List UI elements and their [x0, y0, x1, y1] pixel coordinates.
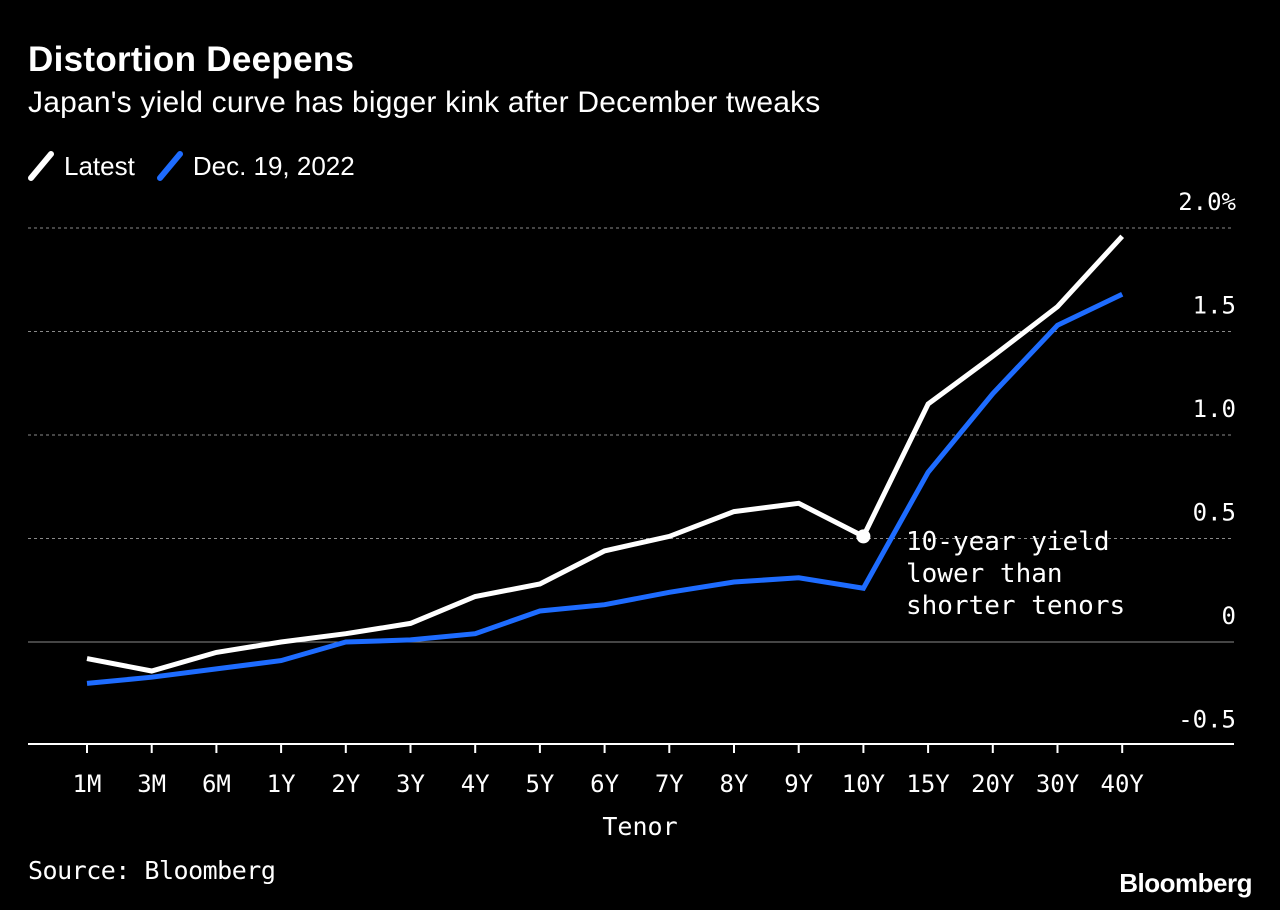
annotation-line: shorter tenors [906, 591, 1125, 621]
chart-subtitle: Japan's yield curve has bigger kink afte… [28, 86, 821, 119]
x-tick-label: 9Y [784, 770, 813, 798]
x-tick-label: 1Y [267, 770, 296, 798]
y-tick-label: 2.0% [1178, 188, 1236, 216]
x-tick-label: 6M [202, 770, 231, 798]
x-tick-label: 3Y [396, 770, 425, 798]
legend-label-dec-19-2022: Dec. 19, 2022 [192, 150, 355, 181]
x-tick-label: 5Y [525, 770, 554, 798]
x-tick-label: 15Y [906, 770, 950, 798]
x-tick-label: 8Y [720, 770, 749, 798]
x-tick-label: 20Y [971, 770, 1015, 798]
x-tick-label: 40Y [1101, 770, 1145, 798]
legend-item-dec-19-2022: Dec. 19, 2022 [156, 150, 355, 182]
source-note: Source: Bloomberg [28, 856, 276, 885]
series-line-latest [86, 234, 1125, 674]
x-axis-title: Tenor [602, 812, 677, 841]
y-tick-label: 0 [1222, 602, 1236, 630]
x-tick-label: 30Y [1036, 770, 1080, 798]
annotation-text: 10-year yield lower than shorter tenors [906, 527, 1125, 621]
x-tick-label: 7Y [655, 770, 684, 798]
legend-label-latest: Latest [64, 150, 135, 181]
legend: Latest Dec. 19, 2022 [28, 148, 377, 184]
x-tick-label: 3M [137, 770, 166, 798]
x-tick-label: 10Y [842, 770, 886, 798]
legend-swatch-latest-icon [28, 151, 54, 181]
x-tick-label: 2Y [331, 770, 360, 798]
series-line-dec-19-2022 [86, 291, 1124, 686]
y-tick-label: -0.5 [1178, 706, 1236, 734]
annotation-marker [856, 529, 871, 544]
x-tick-label: 6Y [590, 770, 619, 798]
y-tick-label: 1.5 [1193, 292, 1236, 320]
y-tick-label: 1.0 [1193, 395, 1236, 423]
x-tick-label: 4Y [461, 770, 490, 798]
x-tick-label: 1M [73, 770, 102, 798]
legend-item-latest: Latest [28, 151, 135, 182]
y-tick-label: 0.5 [1193, 499, 1236, 527]
legend-swatch-dec-19-2022-icon [156, 151, 183, 181]
annotation-line: 10-year yield [906, 527, 1110, 557]
bloomberg-logo: Bloomberg [1119, 868, 1252, 898]
chart-title: Distortion Deepens [28, 40, 355, 79]
annotation-line: lower than [906, 559, 1063, 589]
